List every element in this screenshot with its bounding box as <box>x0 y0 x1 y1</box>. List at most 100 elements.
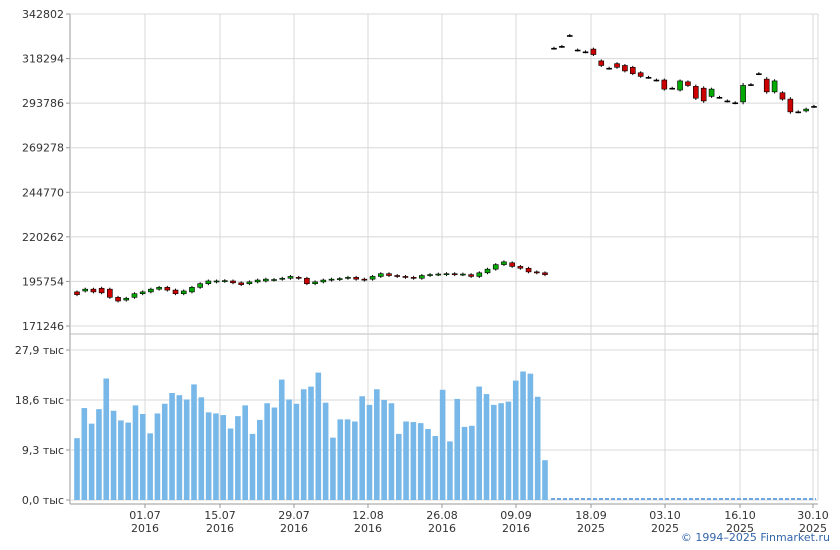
volume-bar <box>476 386 482 500</box>
x-tick-year: 2025 <box>799 522 827 535</box>
price-tick-label: 342802 <box>22 8 64 21</box>
volume-bar <box>96 409 102 500</box>
volume-bar <box>461 426 468 500</box>
candle-body <box>377 273 384 277</box>
candle-body <box>756 73 762 75</box>
x-tick-year: 2016 <box>206 522 234 535</box>
volume-bar <box>205 412 212 500</box>
candle-body <box>700 87 707 102</box>
candle-body <box>394 275 401 277</box>
candle-body <box>533 271 540 274</box>
candle-body <box>131 293 138 298</box>
price-candles <box>74 34 817 303</box>
volume-bar <box>242 405 248 500</box>
candle-body <box>443 273 450 276</box>
volume-bar <box>491 404 497 500</box>
volume-bar <box>417 423 424 500</box>
candle-body <box>263 278 269 282</box>
candle-body <box>677 80 683 91</box>
price-tick-label: 269278 <box>22 142 64 155</box>
volume-bar <box>88 423 95 500</box>
candle-body <box>427 274 433 276</box>
volume-bar <box>395 433 402 500</box>
candle-body <box>369 276 376 280</box>
volume-bar <box>140 413 146 500</box>
volume-bar <box>498 403 504 500</box>
volume-bar <box>278 379 285 500</box>
candle-body <box>172 289 179 295</box>
price-tick-label: 195754 <box>22 275 64 288</box>
candle-body <box>156 287 162 290</box>
candle-body <box>795 111 802 114</box>
candle-body <box>787 98 794 113</box>
volume-bar <box>227 428 234 500</box>
candle-body <box>716 96 723 99</box>
volume-bar <box>374 389 380 500</box>
candle-body <box>98 287 105 294</box>
volume-bar <box>337 419 344 500</box>
volume-bar <box>264 403 270 500</box>
volume-bar <box>352 421 358 500</box>
candle-body <box>386 273 392 276</box>
candle-body <box>312 281 318 285</box>
x-tick-year: 2016 <box>280 522 308 535</box>
candle-body <box>653 79 660 82</box>
volume-bar <box>527 373 534 500</box>
volume-bar <box>118 420 124 500</box>
candle-body <box>189 287 195 293</box>
candle-body <box>402 276 409 278</box>
volume-bar <box>132 405 139 500</box>
volume-bar <box>410 422 417 500</box>
candle-body <box>410 277 417 279</box>
candle-body <box>645 76 652 79</box>
candle-body <box>525 267 532 273</box>
candle-body <box>336 278 343 280</box>
candle-body <box>582 51 589 54</box>
candle-body <box>74 291 80 295</box>
candle-body <box>748 84 754 86</box>
candle-body <box>542 272 548 275</box>
volume-bar <box>154 413 161 500</box>
candle-body <box>637 72 644 77</box>
candle-body <box>139 291 146 295</box>
volume-bar <box>534 396 541 500</box>
volume-bar <box>308 386 314 500</box>
candle-body <box>693 86 699 99</box>
candle-body <box>238 282 245 285</box>
volume-bar <box>161 403 168 500</box>
volume-bar <box>293 403 300 500</box>
candle-body <box>476 272 483 277</box>
volume-bar <box>103 378 110 500</box>
volume-bar <box>271 407 278 500</box>
candle-body <box>123 297 130 301</box>
candle-body <box>213 280 220 283</box>
candle-body <box>353 277 359 280</box>
candle-body <box>740 85 746 103</box>
volume-bar <box>74 438 80 500</box>
axis-labels: 342802 318294 293786 269278 244770 220262 1957… <box>15 8 829 535</box>
x-tick-date: 30.10 <box>797 509 829 522</box>
candle-body <box>287 276 294 279</box>
candle-body <box>803 108 809 112</box>
volume-bar <box>235 416 241 500</box>
volume-bar <box>322 402 329 500</box>
volume-bar <box>300 389 307 500</box>
copyright-notice[interactable]: © 1994–2025 Finmarket.ru <box>680 531 830 544</box>
volume-bar <box>198 397 205 500</box>
volume-bar <box>469 425 475 500</box>
volume-tick-label: 27,9 тыс <box>15 344 64 357</box>
x-tick-date: 09.09 <box>500 509 532 522</box>
candle-body <box>771 80 778 93</box>
candle-body <box>724 100 731 103</box>
candle-body <box>661 79 668 90</box>
volume-tick-label: 18,6 тыс <box>15 394 64 407</box>
x-tick-date: 15.07 <box>204 509 236 522</box>
candle-body <box>451 273 458 276</box>
volume-bar <box>176 395 183 500</box>
candle-body <box>304 277 310 285</box>
candle-body <box>685 81 691 86</box>
x-tick-date: 12.08 <box>352 509 384 522</box>
candle-body <box>708 88 715 97</box>
x-tick-date: 29.07 <box>278 509 310 522</box>
